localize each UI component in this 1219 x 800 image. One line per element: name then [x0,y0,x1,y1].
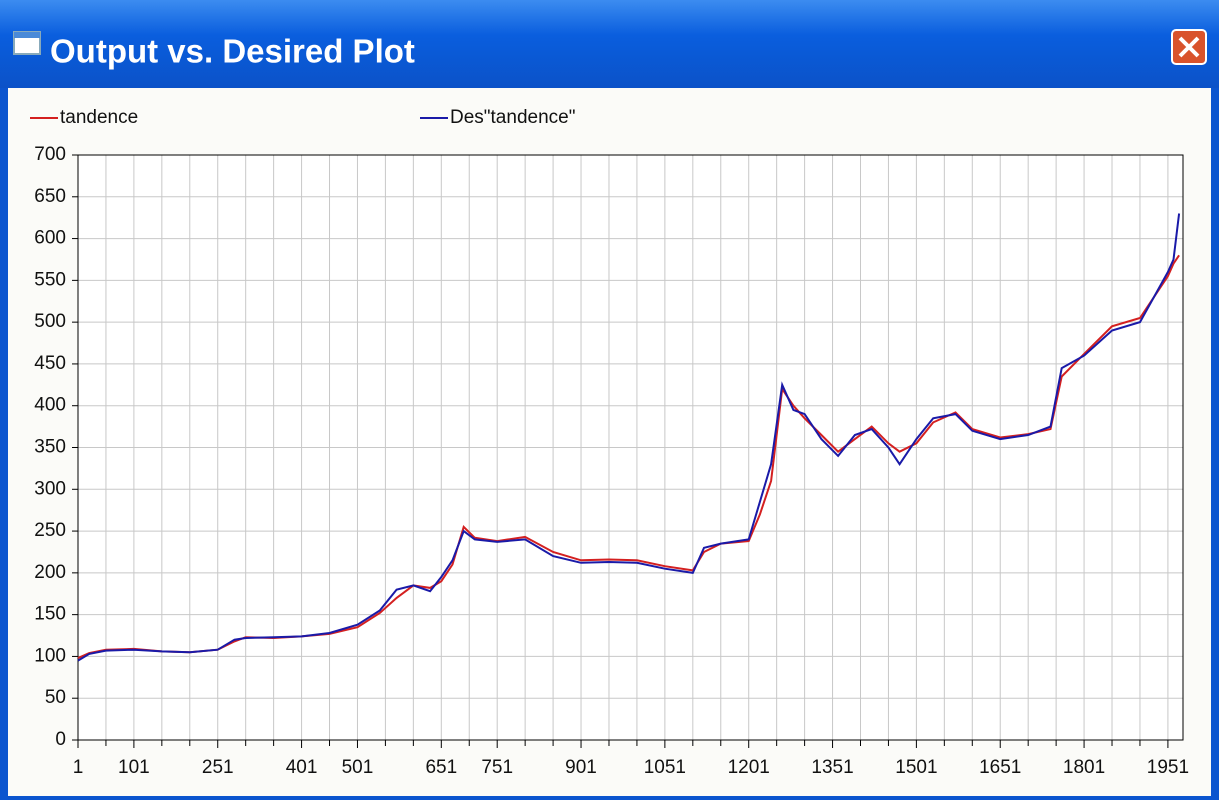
y-tick-label: 500 [34,311,66,332]
y-tick-label: 300 [34,478,66,499]
y-tick-label: 200 [34,562,66,583]
x-tick-label: 1 [73,757,84,778]
x-tick-label: 1951 [1147,757,1189,778]
x-tick-label: 751 [481,757,513,778]
y-tick-label: 150 [34,604,66,625]
x-tick-label: 1651 [979,757,1021,778]
y-tick-label: 250 [34,520,66,541]
y-tick-label: 0 [55,729,66,750]
x-tick-label: 101 [118,757,150,778]
x-tick-label: 401 [286,757,318,778]
x-tick-label: 251 [202,757,234,778]
x-tick-label: 1201 [728,757,770,778]
y-tick-label: 700 [34,144,66,165]
plot-border [77,154,1184,741]
x-tick-label: 1801 [1063,757,1105,778]
y-tick-label: 450 [34,353,66,374]
x-tick-label: 651 [425,757,457,778]
legend-label: tandence [60,107,138,128]
y-tick-label: 50 [45,687,66,708]
x-tick-label: 501 [342,757,374,778]
y-tick-label: 100 [34,645,66,666]
x-tick-label: 1351 [811,757,853,778]
y-tick-label: 400 [34,395,66,416]
legend-label: Des"tandence" [450,107,575,128]
x-tick-label: 1501 [895,757,937,778]
y-tick-label: 350 [34,437,66,458]
window-title: Output vs. Desired Plot [50,33,415,70]
title-bar [0,0,1219,88]
y-tick-label: 600 [34,228,66,249]
y-tick-label: 550 [34,269,66,290]
window-icon-bar [14,32,40,38]
x-tick-label: 1051 [644,757,686,778]
series-line [77,213,1181,662]
x-tick-label: 901 [565,757,597,778]
y-tick-label: 650 [34,186,66,207]
close-icon[interactable] [1178,36,1200,58]
